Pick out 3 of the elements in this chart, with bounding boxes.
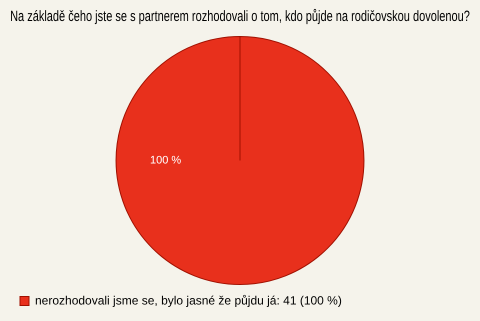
data-label: 100 % bbox=[150, 154, 182, 167]
chart-title: Na základě čeho jste se s partnerem rozhodovali o tom, kdo půjde na rodičovskou dovolenou? bbox=[10, 7, 470, 25]
legend-label: nerozhodovali jsme se, bylo jasné že půjdu já: 41 (100 %) bbox=[35, 293, 342, 308]
